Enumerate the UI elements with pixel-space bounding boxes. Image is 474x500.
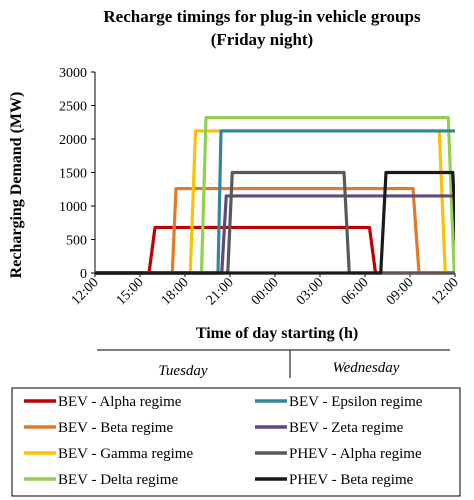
day-label-wednesday: Wednesday bbox=[333, 360, 400, 376]
chart-subtitle: (Friday night) bbox=[211, 30, 313, 49]
x-tick-label: 06:00 bbox=[339, 275, 372, 308]
legend-box bbox=[11, 387, 461, 497]
series-line-1 bbox=[95, 186, 455, 275]
x-tick-label: 03:00 bbox=[294, 275, 327, 308]
series-line-7 bbox=[95, 170, 455, 275]
x-tick-label: 18:00 bbox=[159, 275, 192, 308]
x-tick-label: 12:00 bbox=[429, 275, 462, 308]
day-label-tuesday: Tuesday bbox=[158, 363, 208, 379]
legend-entry-label: PHEV - Beta regime bbox=[289, 472, 414, 488]
legend-entry-label: BEV - Alpha regime bbox=[58, 394, 182, 410]
y-tick-label: 1000 bbox=[59, 200, 87, 215]
y-axis-label: Recharging Demand (MW) bbox=[8, 92, 25, 279]
y-axis-ticks: 0 500 1000 1500 2000 2500 3000 bbox=[59, 66, 95, 282]
legend: BEV - Alpha regime BEV - Beta regime BEV -… bbox=[24, 394, 423, 488]
series-line-2 bbox=[95, 129, 455, 275]
x-axis-ticks: 12:00 15:00 18:00 21:00 00:00 03:00 06:00 09:00… bbox=[69, 273, 462, 308]
x-tick-label: 21:00 bbox=[204, 275, 237, 308]
series-line-0 bbox=[95, 225, 455, 275]
y-tick-label: 2500 bbox=[59, 100, 87, 115]
legend-entry-label: BEV - Zeta regime bbox=[289, 420, 404, 436]
y-tick-label: 500 bbox=[66, 234, 87, 249]
legend-entry-label: BEV - Epsilon regime bbox=[289, 394, 423, 410]
y-tick-label: 2000 bbox=[59, 133, 87, 148]
x-tick-label: 00:00 bbox=[249, 275, 282, 308]
plot-series bbox=[95, 115, 455, 275]
legend-entry-label: BEV - Beta regime bbox=[58, 420, 173, 436]
y-tick-label: 0 bbox=[80, 267, 87, 282]
chart-title: Recharge timings for plug-in vehicle gro… bbox=[103, 7, 421, 26]
y-tick-label: 3000 bbox=[59, 66, 87, 81]
legend-entry-label: PHEV - Alpha regime bbox=[289, 446, 422, 462]
x-axis-label: Time of day starting (h) bbox=[196, 325, 358, 342]
legend-entry-label: BEV - Delta regime bbox=[58, 472, 178, 488]
y-tick-label: 1500 bbox=[59, 167, 87, 182]
legend-entry-label: BEV - Gamma regime bbox=[58, 446, 193, 462]
x-tick-label: 09:00 bbox=[384, 275, 417, 308]
x-tick-label: 15:00 bbox=[114, 275, 147, 308]
x-tick-label: 12:00 bbox=[69, 275, 102, 308]
